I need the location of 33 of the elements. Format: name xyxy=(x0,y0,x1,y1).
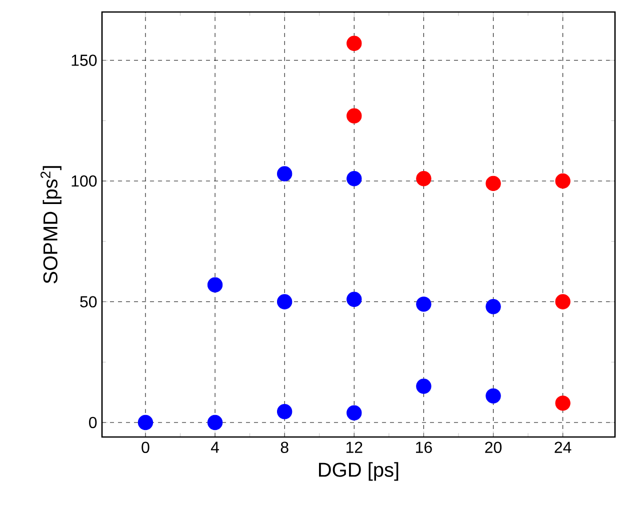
x-tick-label: 12 xyxy=(346,442,362,453)
point xyxy=(276,166,292,182)
x-tick-label: 8 xyxy=(280,442,288,454)
point xyxy=(207,277,223,292)
point xyxy=(346,108,362,124)
point xyxy=(555,396,570,411)
x-tick-label: 24 xyxy=(554,442,572,453)
point xyxy=(555,173,570,189)
point xyxy=(346,171,362,186)
x-tick-label: 4 xyxy=(210,442,220,453)
y-tick-label: 150 xyxy=(72,54,97,66)
point xyxy=(276,294,292,310)
point xyxy=(276,404,292,420)
x-tick-label: 16 xyxy=(416,442,432,454)
point xyxy=(207,414,223,430)
y-tick-label: 50 xyxy=(80,296,97,308)
y-tick-label: 0 xyxy=(89,416,97,428)
point xyxy=(346,405,362,420)
point xyxy=(555,294,570,310)
point xyxy=(416,171,432,186)
x-tick-label: 20 xyxy=(485,442,502,454)
point xyxy=(138,414,154,430)
point xyxy=(346,292,362,307)
point xyxy=(416,296,432,312)
y-tick-label: 100 xyxy=(72,175,97,187)
x-axis-title: DGD [ps] xyxy=(319,462,398,481)
point xyxy=(486,388,501,404)
point xyxy=(486,298,501,314)
point xyxy=(486,176,501,192)
point xyxy=(346,36,362,51)
x-tick-label: 0 xyxy=(142,442,150,454)
y-axis-title: SOPMD [ps$^{2}$] xyxy=(40,166,62,284)
point xyxy=(416,378,432,394)
